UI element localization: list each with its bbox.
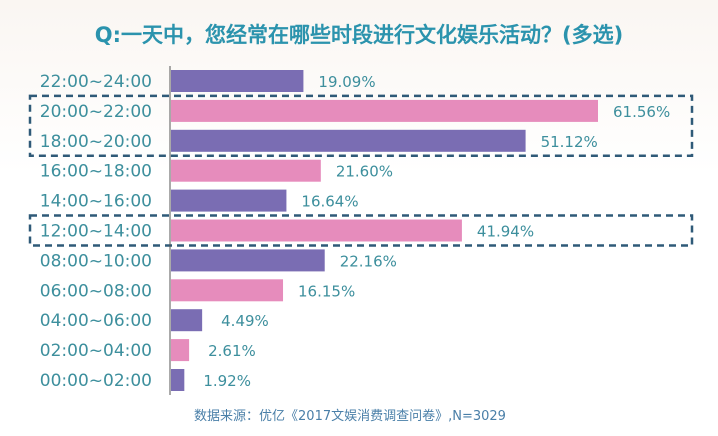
category-label: 00:00~02:00 xyxy=(40,371,152,391)
category-label: 20:00~22:00 xyxy=(40,102,152,122)
value-label: 41.94% xyxy=(477,223,534,241)
value-label: 1.92% xyxy=(203,372,251,390)
bar xyxy=(171,219,462,242)
highlight-box xyxy=(28,94,694,158)
bar xyxy=(171,309,203,332)
value-label: 19.09% xyxy=(318,73,375,91)
value-label: 21.60% xyxy=(336,163,393,181)
bar xyxy=(171,189,287,212)
bar xyxy=(171,249,325,272)
category-label: 04:00~06:00 xyxy=(40,311,152,331)
bar xyxy=(171,279,284,302)
category-label: 16:00~18:00 xyxy=(40,162,152,182)
chart-title: Q:一天中，您经常在哪些时段进行文化娱乐活动？(多选) xyxy=(95,23,623,47)
value-label: 2.61% xyxy=(208,342,256,360)
bar xyxy=(171,369,185,391)
bar xyxy=(171,159,321,182)
category-label: 14:00~16:00 xyxy=(40,192,152,212)
highlight-box xyxy=(28,214,694,247)
category-label: 08:00~10:00 xyxy=(40,251,152,271)
category-label: 02:00~04:00 xyxy=(40,341,152,361)
bar xyxy=(171,99,598,122)
bar xyxy=(171,129,526,152)
value-label: 61.56% xyxy=(613,103,670,121)
bar xyxy=(171,339,190,362)
category-label: 06:00~08:00 xyxy=(40,281,152,301)
value-label: 22.16% xyxy=(340,252,397,270)
value-label: 16.64% xyxy=(301,193,358,211)
category-label: 22:00~24:00 xyxy=(40,72,152,92)
value-label: 16.15% xyxy=(298,282,355,300)
category-label: 18:00~20:00 xyxy=(40,132,152,152)
value-label: 51.12% xyxy=(541,133,598,151)
bar xyxy=(171,70,304,92)
value-label: 4.49% xyxy=(221,312,269,330)
category-label: 12:00~14:00 xyxy=(40,222,152,242)
data-source: 数据来源：优亿《2017文娱消费调查问卷》,N=3029 xyxy=(194,408,506,424)
